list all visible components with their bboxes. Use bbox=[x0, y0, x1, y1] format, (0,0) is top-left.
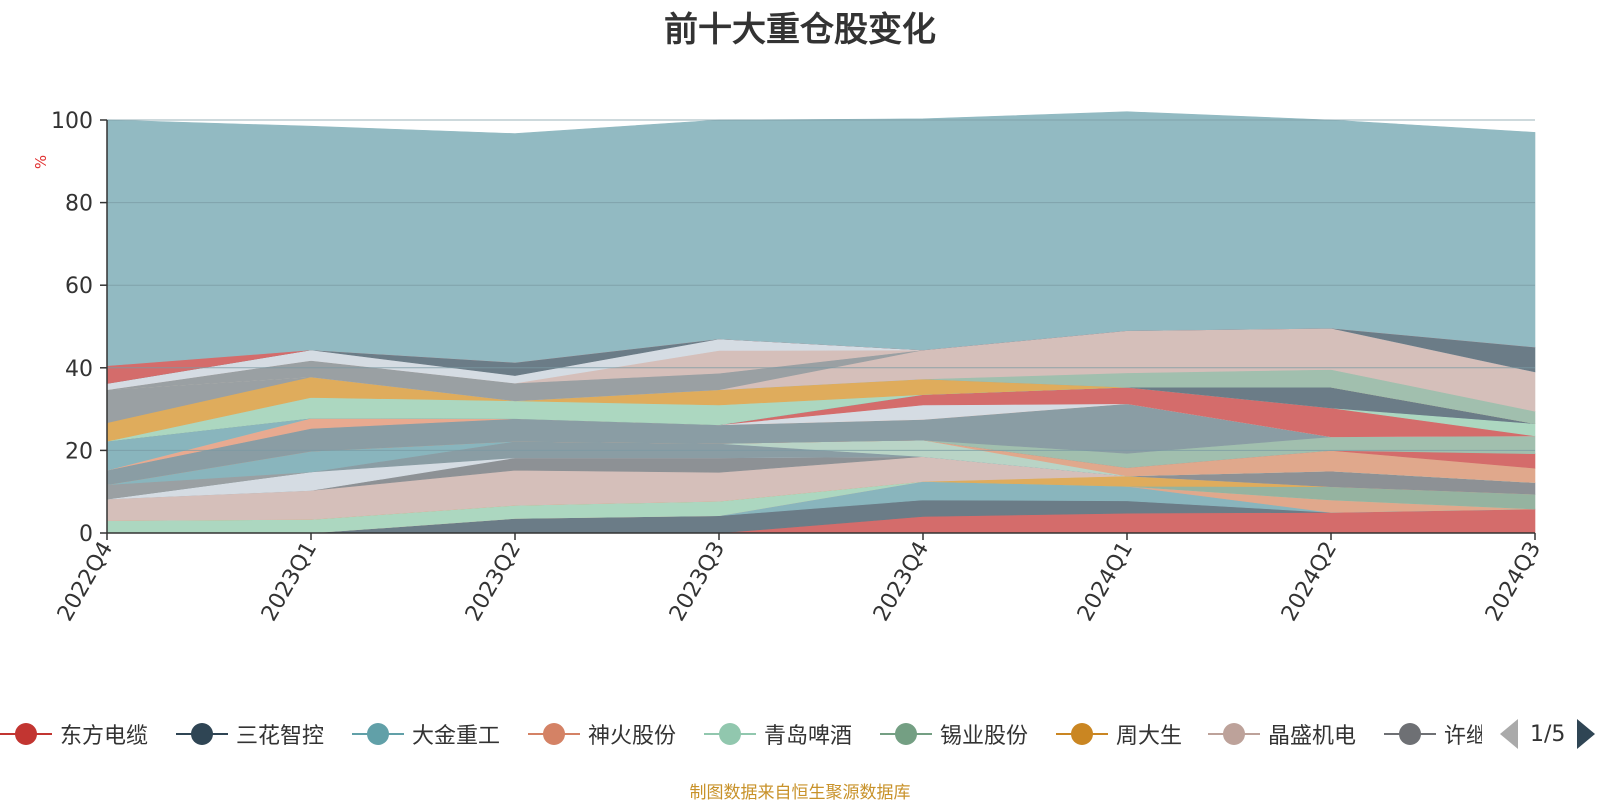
legend-label: 大金重工 bbox=[412, 724, 501, 749]
x-tick-label: 2023Q2 bbox=[461, 538, 526, 626]
legend-label: 周大生 bbox=[1116, 724, 1183, 749]
legend-marker-icon bbox=[1056, 722, 1108, 746]
legend-next-page-icon[interactable] bbox=[1577, 719, 1596, 749]
x-tick-label: 2024Q1 bbox=[1073, 538, 1138, 626]
legend-marker-icon bbox=[1208, 722, 1260, 746]
legend-item[interactable]: 东方电缆 bbox=[0, 714, 148, 754]
legend-item[interactable]: 周大生 bbox=[1056, 714, 1182, 754]
x-tick-label: 2024Q2 bbox=[1277, 538, 1342, 626]
x-tick-label: 2024Q3 bbox=[1481, 538, 1546, 626]
legend-item[interactable]: 三花智控 bbox=[176, 714, 324, 754]
legend-item[interactable]: 晶盛机电 bbox=[1208, 714, 1356, 754]
x-tick-label: 2023Q4 bbox=[869, 538, 934, 626]
y-tick-label: 80 bbox=[65, 192, 93, 217]
legend-label: 晶盛机电 bbox=[1268, 724, 1357, 749]
legend-marker-icon bbox=[352, 722, 404, 746]
legend-item[interactable]: 许继电气 bbox=[1384, 714, 1482, 754]
legend-item[interactable]: 大金重工 bbox=[352, 714, 500, 754]
y-tick-label: 60 bbox=[65, 274, 93, 299]
legend-item[interactable]: 神火股份 bbox=[528, 714, 676, 754]
legend-label: 三花智控 bbox=[236, 724, 325, 749]
legend-page-indicator: 1/5 bbox=[1530, 721, 1566, 747]
y-tick-label: 20 bbox=[65, 439, 93, 464]
legend-marker-icon bbox=[880, 722, 932, 746]
legend-marker-icon bbox=[176, 722, 228, 746]
legend-pager: 1/5 bbox=[1500, 716, 1596, 752]
x-tick-label: 2022Q4 bbox=[53, 538, 118, 626]
chart-title: 前十大重仓股变化 bbox=[664, 10, 936, 50]
legend-item[interactable]: 锡业股份 bbox=[880, 714, 1028, 754]
x-tick-label: 2023Q3 bbox=[665, 538, 730, 626]
legend-marker-icon bbox=[528, 722, 580, 746]
legend-marker-icon bbox=[1384, 722, 1436, 746]
legend-label: 青岛啤酒 bbox=[764, 724, 853, 749]
y-tick-label: 0 bbox=[79, 522, 93, 547]
legend-label: 东方电缆 bbox=[60, 724, 149, 749]
legend: 东方电缆 三花智控 大金重工 神火股份 青岛啤酒 锡业股份 周大生 晶盛机电 许继电气 bbox=[0, 714, 1482, 754]
legend-marker-icon bbox=[704, 722, 756, 746]
y-tick-label: 100 bbox=[51, 109, 93, 134]
legend-label: 许继电气 bbox=[1444, 724, 1482, 749]
legend-label: 锡业股份 bbox=[940, 724, 1029, 749]
area-series-35 bbox=[106, 111, 1536, 367]
legend-item[interactable]: 青岛啤酒 bbox=[704, 714, 852, 754]
y-tick-label: 40 bbox=[65, 357, 93, 382]
data-source-note: 制图数据来自恒生聚源数据库 bbox=[689, 783, 911, 800]
legend-prev-page-icon[interactable] bbox=[1500, 719, 1518, 749]
x-tick-label: 2023Q1 bbox=[257, 538, 322, 626]
legend-marker-icon bbox=[0, 722, 52, 746]
gridlines bbox=[107, 119, 1535, 451]
legend-label: 神火股份 bbox=[588, 724, 677, 749]
area-series-group bbox=[106, 111, 1536, 534]
